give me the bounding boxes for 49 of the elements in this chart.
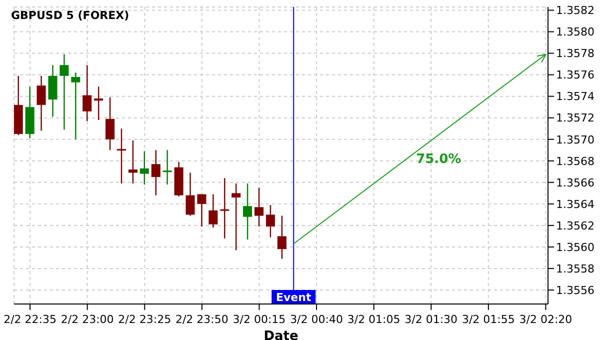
y-tick-label: 1.3562: [556, 219, 594, 232]
candlestick: [94, 86, 104, 121]
candlestick: [128, 140, 138, 184]
y-tick-label: 1.3570: [556, 133, 594, 146]
candlestick: [220, 178, 230, 239]
ref-line-label: Event: [276, 291, 312, 304]
annotation: 75.0%: [416, 152, 462, 168]
candlestick: [186, 172, 195, 216]
candlestick: [208, 194, 218, 228]
y-tick-label: 1.3560: [556, 240, 594, 254]
candlestick: [197, 194, 206, 228]
x-tick-label: 2/2 22:35: [4, 313, 56, 326]
candlestick: [71, 72, 80, 140]
x-tick-label: 3/2 02:20: [519, 313, 572, 326]
y-tick-label: 1.3572: [556, 112, 594, 125]
candlestick: [162, 150, 172, 186]
y-tick-label: 1.3564: [556, 198, 594, 211]
candlestick: [106, 96, 115, 151]
candlestick: [116, 128, 126, 184]
candlestick: [60, 54, 69, 130]
x-tick-label: 2/2 23:25: [118, 313, 172, 326]
candlestick: [151, 150, 160, 196]
y-tick-label: 1.3566: [556, 176, 594, 190]
x-tick-label: 3/2 01:55: [462, 313, 515, 326]
y-tick-label: 1.3582: [556, 4, 594, 18]
candlestick: [266, 204, 275, 238]
x-tick-label: 3/2 01:05: [347, 313, 400, 326]
candlestick: [48, 64, 58, 118]
x-tick-label: 3/2 00:40: [290, 313, 343, 326]
x-tick-label: 3/2 00:15: [232, 313, 286, 326]
candlestick: [232, 182, 241, 251]
x-tick-label: 3/2 01:30: [404, 313, 458, 326]
y-tick-label: 1.3568: [556, 154, 594, 168]
y-tick-label: 1.3578: [556, 47, 594, 60]
candlestick: [277, 215, 286, 260]
candlestick: [36, 75, 46, 132]
chart-title: GBPUSD 5 (FOREX): [11, 9, 130, 22]
candlestick: [254, 187, 264, 228]
x-axis-title: Date: [264, 329, 298, 340]
x-tick-label: 2/2 23:00: [60, 313, 114, 326]
y-tick-label: 1.3580: [556, 26, 594, 39]
candlestick: [140, 150, 149, 186]
y-tick-label: 1.3576: [556, 68, 594, 82]
y-tick-label: 1.3574: [556, 90, 594, 104]
candlestick: [243, 182, 252, 240]
y-tick-label: 1.3556: [556, 284, 594, 297]
y-tick-label: 1.3558: [556, 262, 594, 276]
candlestick: [82, 64, 92, 122]
x-tick-label: 2/2 23:50: [175, 313, 228, 326]
